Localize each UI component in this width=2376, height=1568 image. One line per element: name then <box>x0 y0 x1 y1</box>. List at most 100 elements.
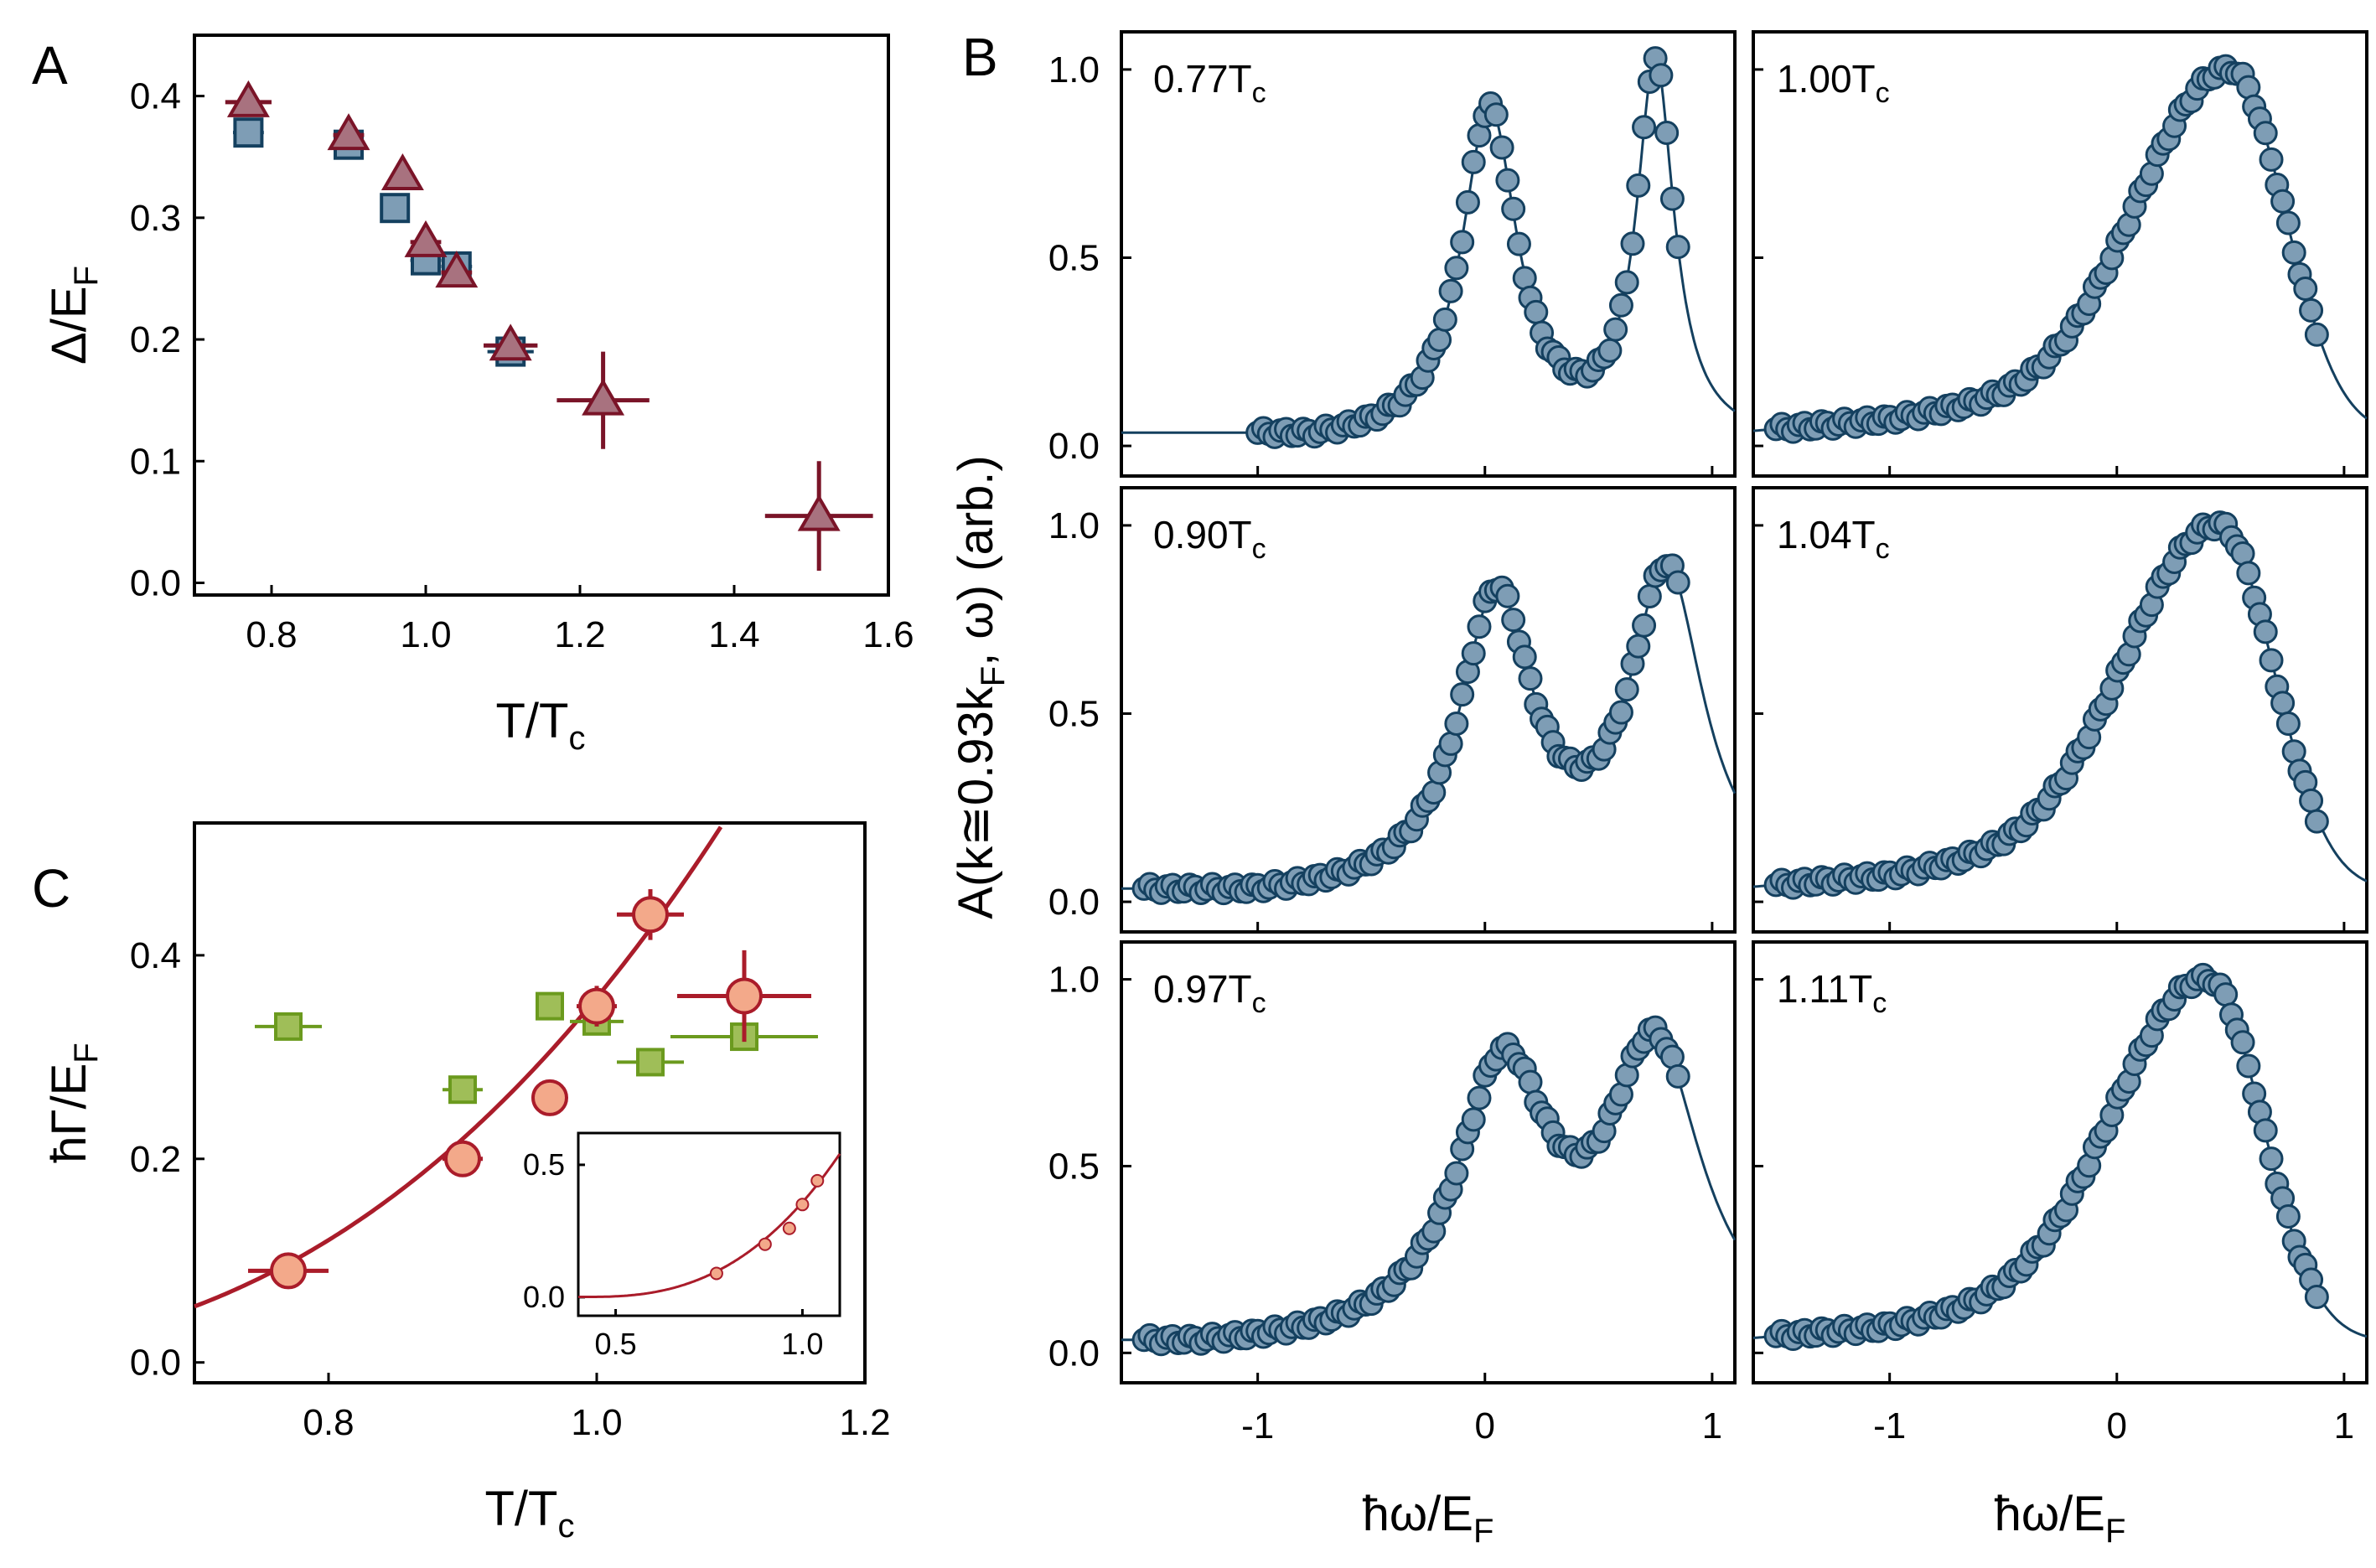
circle-marker <box>270 1252 307 1290</box>
data-point <box>1608 700 1633 725</box>
temperature-label: 1.11Tc <box>1777 967 1887 1019</box>
panel-c-ytick-label: 0.4 <box>130 935 181 976</box>
data-point <box>1495 583 1520 608</box>
panel-b-xlabel-right: ħω/EF <box>1995 1487 2126 1550</box>
panel-a-xtick-label: 1.0 <box>400 614 451 655</box>
data-point <box>1608 292 1633 318</box>
data-point <box>2213 982 2239 1007</box>
circle-marker <box>531 1079 568 1116</box>
panel-b-subplot-077: 0.77Tc <box>1120 30 1737 478</box>
fit-line <box>1752 68 2368 432</box>
panel-a-xtick-label: 0.8 <box>246 614 297 655</box>
data-point <box>2270 189 2296 214</box>
panel-b-ytick-label: 0.0 <box>1048 882 1100 923</box>
data-point <box>1597 338 1623 363</box>
data-point <box>1455 189 1480 215</box>
data-point <box>1632 613 1657 638</box>
subplot-frame <box>1120 486 1737 934</box>
triangle-marker <box>380 153 424 190</box>
data-point <box>1614 270 1639 295</box>
data-point <box>1524 299 1549 324</box>
data-point <box>1659 186 1685 211</box>
data-point <box>1489 135 1514 160</box>
data-point <box>1450 230 1475 255</box>
panel-c-ticks <box>194 954 867 1383</box>
panel-b-ytick-label: 0.5 <box>1048 693 1100 734</box>
subplot-frame <box>1120 940 1737 1384</box>
panel-a-yticklabels: 0.0 0.1 0.2 0.3 0.4 <box>130 76 181 604</box>
triangle-marker <box>327 113 370 151</box>
panel-c-frame <box>193 821 867 1384</box>
panel-a-xlabel: T/Tc <box>496 694 586 757</box>
circle-marker <box>444 1140 481 1177</box>
inset-frame <box>577 1131 841 1317</box>
panel-b-xlabel-left: ħω/EF <box>1363 1487 1494 1550</box>
panel-a-xtick-label: 1.4 <box>708 614 759 655</box>
data-point <box>2253 121 2278 146</box>
data-point <box>1603 317 1628 342</box>
panel-a-ylabel: Δ/EF <box>42 266 105 365</box>
inset-circle-marker <box>709 1266 723 1281</box>
panel-b-ytick-label: 1.0 <box>1048 49 1100 91</box>
panel-c-yticklabels: 0.0 0.2 0.4 <box>130 935 181 1384</box>
data-point <box>1467 1085 1492 1110</box>
panel-b-subplot-090: 0.90Tc <box>1120 486 1737 934</box>
panel-a-ytick-label: 0.3 <box>130 198 181 239</box>
data-point <box>1654 121 1680 146</box>
panel-b-xtick-label: -1 <box>1241 1405 1274 1446</box>
panel-c-ylabel: ħΓ/EF <box>42 1043 105 1162</box>
data-point <box>1620 231 1645 256</box>
data-point <box>2253 1118 2278 1143</box>
triangle-marker <box>435 251 479 288</box>
panel-b-ytick-label: 0.5 <box>1048 237 1100 278</box>
data-point <box>2275 1203 2301 1229</box>
data-point <box>2259 1146 2284 1172</box>
data-point <box>1665 235 1690 260</box>
data-point <box>1495 168 1520 193</box>
data-point <box>2275 712 2301 737</box>
panel-b-xtick-label: 1 <box>2334 1405 2354 1446</box>
panel-c: C 0.8 1.0 1.2 0.0 0.2 0.4 T/Tc ħΓ/EF 0.5… <box>32 821 891 1545</box>
data-point <box>1461 149 1486 174</box>
temperature-label: 0.90Tc <box>1153 513 1266 565</box>
data-point <box>2259 648 2284 673</box>
temperature-label: 0.77Tc <box>1153 57 1266 109</box>
data-point <box>1501 196 1526 221</box>
panel-c-xtick-label: 1.0 <box>571 1402 622 1443</box>
panel-b-xtick-label: 0 <box>2107 1405 2127 1446</box>
temperature-label: 1.00Tc <box>1777 57 1890 109</box>
data-point <box>1518 1069 1543 1094</box>
subplot-frame <box>1752 486 2368 934</box>
panel-a-ticks <box>194 95 890 595</box>
subplot-frame <box>1752 30 2368 478</box>
panel-c-xtick-label: 1.2 <box>839 1402 890 1443</box>
panel-b-subplot-100: 1.00Tc <box>1752 30 2368 478</box>
data-point <box>2236 1053 2261 1079</box>
data-point <box>2299 298 2324 323</box>
panel-a-frame <box>193 34 890 597</box>
square-marker <box>636 1048 665 1077</box>
panel-a-ytick-label: 0.2 <box>130 319 181 360</box>
data-point <box>1614 677 1639 702</box>
panel-a-xtick-label: 1.6 <box>862 614 914 655</box>
data-point <box>1438 731 1463 756</box>
data-point <box>2230 1030 2255 1055</box>
panel-c-xticklabels: 0.8 1.0 1.2 <box>303 1402 890 1443</box>
triangle-marker <box>489 323 532 361</box>
panel-b-subplot-097: 0.97Tc <box>1120 940 1737 1384</box>
data-point <box>2281 240 2306 265</box>
data-point <box>2304 322 2329 347</box>
panel-b-ytick-label: 0.5 <box>1048 1146 1100 1187</box>
panel-c-markers <box>194 825 818 1309</box>
panel-c-xtick-label: 0.8 <box>303 1402 354 1443</box>
square-marker <box>448 1075 477 1105</box>
data-point <box>1626 634 1651 659</box>
triangle-marker <box>226 80 270 117</box>
panel-b-xticklabels: -1 0 1 -1 0 1 <box>1241 1405 2354 1446</box>
fit-line <box>1121 1029 1737 1342</box>
circle-marker <box>578 987 615 1025</box>
panel-a-ytick-label: 0.0 <box>130 562 181 603</box>
panel-b-yticklabels: 0.0 0.5 1.0 0.0 0.5 1.0 0.0 0.5 1.0 <box>1048 49 1100 1374</box>
data-point <box>2270 691 2296 716</box>
panel-c-letter: C <box>32 858 70 919</box>
